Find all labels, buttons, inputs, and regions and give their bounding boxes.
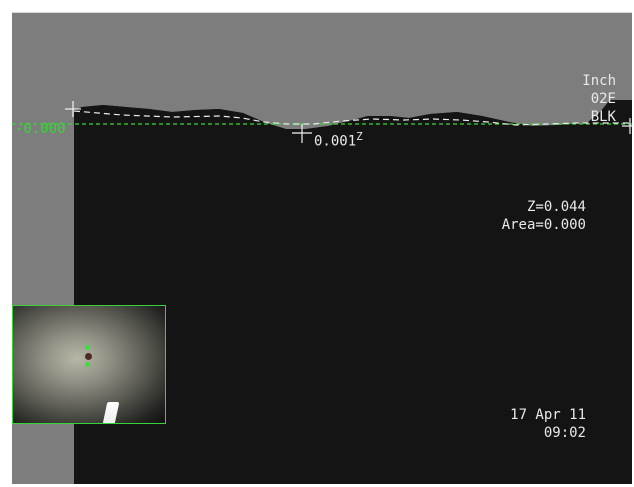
left-crosshair-icon[interactable]: [65, 101, 81, 117]
surface-region: [74, 100, 632, 484]
center-crosshair-icon[interactable]: [292, 124, 312, 143]
date-label: 17 Apr 11: [510, 407, 586, 423]
time-label: 09:02: [543, 425, 586, 441]
cursor-marker: Z: [356, 130, 363, 143]
thumbnail-target-point: [85, 353, 92, 360]
camera-thumbnail[interactable]: [12, 305, 166, 424]
cursor-value: 0.001: [314, 133, 357, 150]
thumbnail-marker-bottom: [85, 362, 90, 367]
cursor-value-label: 0.001Z: [314, 128, 363, 151]
color-mode-label: BLK: [590, 109, 616, 125]
z-readout: Z=0.044: [526, 199, 586, 215]
measurement-readout: Z=0.044 Area=0.000: [386, 198, 586, 234]
right-crosshair-icon[interactable]: [622, 118, 632, 134]
unit-info: Inch 02E BLK: [496, 72, 616, 126]
measurement-screen: Inch 02E BLK -0.000 0.001Z Z=0.044 Area=…: [12, 12, 632, 484]
probe-label: 02E: [590, 91, 616, 107]
units-label: Inch: [582, 73, 616, 89]
timestamp-block: 17 Apr 11 09:02: [446, 406, 586, 442]
reference-value-label: -0.000: [15, 121, 66, 137]
area-readout: Area=0.000: [501, 217, 586, 233]
reflection-highlight: [102, 402, 120, 423]
profile-guide-line: [73, 110, 632, 126]
thumbnail-marker-top: [85, 345, 90, 350]
sky-region: [12, 12, 632, 129]
